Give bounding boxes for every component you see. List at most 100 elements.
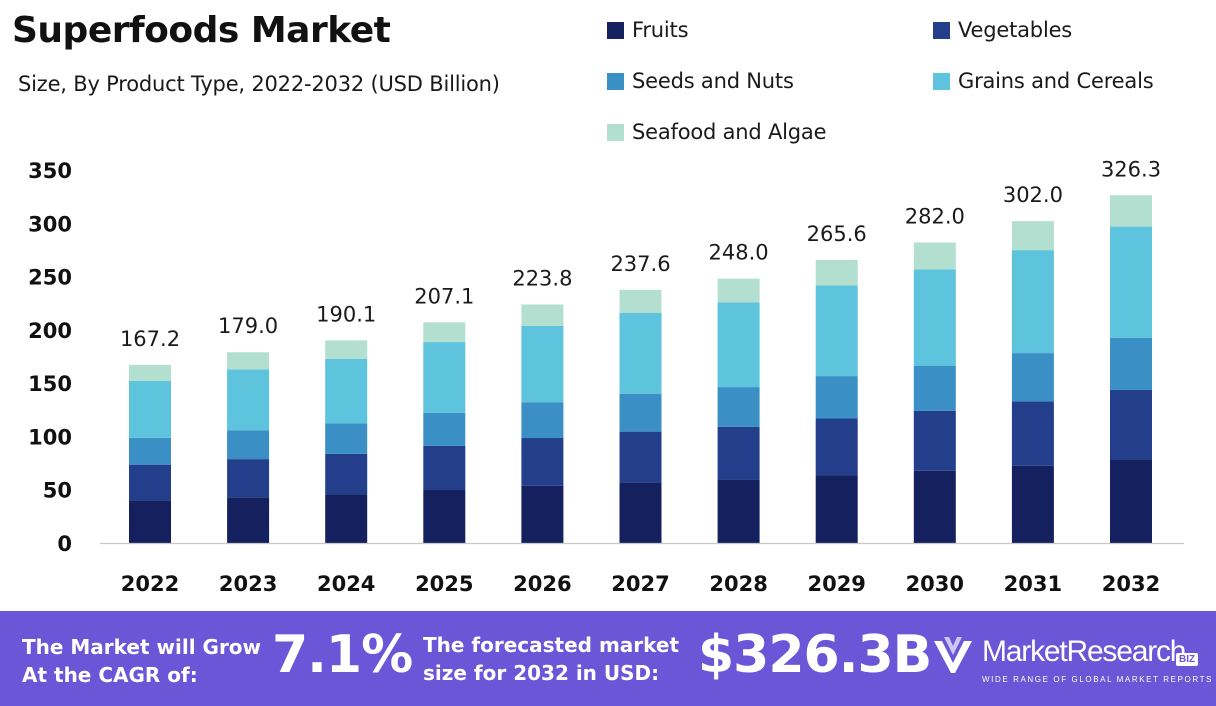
bar-2022-fruits [129, 500, 171, 543]
bar-2023-vegetables [227, 459, 270, 498]
legend-swatch-fruits [607, 21, 624, 39]
total-label-2027: 237.6 [610, 252, 670, 276]
y-tick-label-100: 100 [28, 425, 72, 449]
x-tick-label-2028: 2028 [709, 572, 767, 596]
bar-2031-vegetables [1011, 401, 1054, 466]
bar-2026-vegetables [521, 438, 564, 486]
legend-item-fruits: Fruits [607, 18, 689, 42]
bar-2030-seeds-and-nuts [913, 365, 956, 411]
bar-2032-seafood-and-algae [1110, 195, 1152, 227]
bar-group-2024: 190.1 [316, 302, 376, 543]
total-label-2025: 207.1 [414, 284, 474, 308]
x-tick-label-2022: 2022 [121, 572, 179, 596]
brand-logo: MarketResearch BIZ WIDE RANGE OF GLOBAL … [932, 627, 1212, 693]
bar-2027-vegetables [619, 431, 662, 483]
y-tick-label-0: 0 [57, 532, 72, 556]
bar-group-2027: 237.6 [610, 252, 671, 543]
legend-label-vegetables: Vegetables [958, 18, 1073, 42]
bar-2032-grains-and-cereals [1110, 226, 1152, 338]
x-tick-label-2029: 2029 [807, 572, 865, 596]
forecast-label: The forecasted market size for 2032 in U… [423, 633, 680, 685]
bar-2026-seeds-and-nuts [521, 402, 564, 439]
bar-2027-fruits [619, 482, 662, 543]
bar-2030-grains-and-cereals [913, 269, 956, 366]
bar-2022-seeds-and-nuts [129, 437, 171, 465]
bar-2028-seafood-and-algae [717, 278, 760, 303]
bars: 167.2 179.0 190.1 207.1 223.8 237.6 248.0 265.6… [120, 157, 1161, 543]
bar-group-2029: 265.6 [807, 222, 867, 543]
bar-group-2023: 179.0 [218, 314, 278, 543]
bar-2022-grains-and-cereals [129, 380, 171, 438]
bar-group-2030: 282.0 [905, 204, 965, 543]
brand-name: MarketResearch [982, 635, 1186, 668]
bar-group-2028: 248.0 [709, 241, 769, 543]
cagr-label: The Market will Grow At the CAGR of: [22, 635, 262, 687]
bar-group-2025: 207.1 [414, 284, 474, 543]
bar-2028-seeds-and-nuts [717, 387, 760, 427]
total-label-2032: 326.3 [1101, 157, 1161, 181]
bar-2025-seeds-and-nuts [423, 412, 466, 446]
x-tick-label-2025: 2025 [415, 572, 473, 596]
total-label-2023: 179.0 [218, 314, 278, 338]
legend-item-seeds-and-nuts: Seeds and Nuts [607, 69, 794, 93]
bar-2023-fruits [227, 497, 270, 543]
bar-2024-fruits [325, 494, 368, 543]
total-label-2028: 248.0 [709, 241, 769, 265]
brand-badge: BIZ [1176, 653, 1199, 666]
y-tick-label-50: 50 [43, 479, 72, 503]
bar-2031-grains-and-cereals [1011, 250, 1054, 354]
bar-2024-grains-and-cereals [325, 358, 368, 424]
x-axis: 2022 2023 2024 2025 2026 2027 2028 2029 2030 2031… [100, 542, 1184, 596]
bar-2025-vegetables [423, 445, 466, 491]
bar-2030-vegetables [913, 410, 956, 471]
bar-2023-grains-and-cereals [227, 369, 270, 431]
brand-tagline: WIDE RANGE OF GLOBAL MARKET REPORTS [982, 675, 1213, 684]
legend-label-fruits: Fruits [632, 18, 689, 42]
legend-swatch-seafood-and-algae [607, 123, 624, 141]
bar-2028-fruits [717, 479, 760, 543]
footer-banner: The Market will Grow At the CAGR of: 7.1… [0, 611, 1216, 706]
x-tick-label-2032: 2032 [1102, 572, 1160, 596]
y-tick-label-200: 200 [28, 319, 72, 343]
bar-2024-seafood-and-algae [325, 340, 368, 359]
bar-2031-seeds-and-nuts [1011, 353, 1054, 402]
forecast-value: $326.3B [698, 625, 932, 685]
bar-2029-seeds-and-nuts [815, 376, 858, 419]
bar-2027-seeds-and-nuts [619, 393, 662, 432]
bar-2031-seafood-and-algae [1011, 221, 1054, 251]
bar-2026-grains-and-cereals [521, 325, 564, 403]
y-tick-label-250: 250 [28, 266, 72, 290]
chart-title: Superfoods Market [12, 10, 391, 51]
x-tick-label-2026: 2026 [513, 572, 571, 596]
legend-label-grains-and-cereals: Grains and Cereals [958, 69, 1154, 93]
bar-2032-vegetables [1110, 389, 1152, 460]
bar-2028-grains-and-cereals [717, 302, 760, 388]
y-axis: 0 50 100 150 200 250 300 350 [28, 159, 72, 556]
legend-swatch-grains-and-cereals [933, 72, 950, 90]
bar-2023-seeds-and-nuts [227, 430, 270, 460]
legend-item-vegetables: Vegetables [933, 18, 1072, 42]
bar-2032-fruits [1110, 459, 1152, 543]
x-tick-label-2030: 2030 [906, 572, 964, 596]
bar-2024-seeds-and-nuts [325, 423, 368, 454]
bar-2029-fruits [815, 475, 858, 543]
cagr-value: 7.1% [272, 625, 413, 685]
chart-subtitle: Size, By Product Type, 2022-2032 (USD Bi… [18, 72, 500, 96]
market-research-logo-icon [934, 637, 972, 673]
bar-2026-seafood-and-algae [521, 304, 564, 326]
legend-item-grains-and-cereals: Grains and Cereals [933, 69, 1154, 93]
y-tick-label-350: 350 [28, 159, 72, 183]
bar-2022-seafood-and-algae [129, 364, 171, 381]
bar-group-2032: 326.3 [1101, 157, 1161, 543]
bar-2028-vegetables [717, 426, 760, 480]
bar-2031-fruits [1011, 465, 1054, 543]
bar-2024-vegetables [325, 453, 368, 495]
bar-2030-seafood-and-algae [913, 242, 956, 270]
legend-swatch-seeds-and-nuts [607, 72, 624, 90]
total-label-2022: 167.2 [120, 327, 180, 351]
x-tick-label-2027: 2027 [611, 572, 669, 596]
bar-2030-fruits [913, 470, 956, 543]
y-tick-label-150: 150 [28, 372, 72, 396]
bar-2022-vegetables [129, 464, 171, 501]
bar-2025-grains-and-cereals [423, 342, 466, 413]
